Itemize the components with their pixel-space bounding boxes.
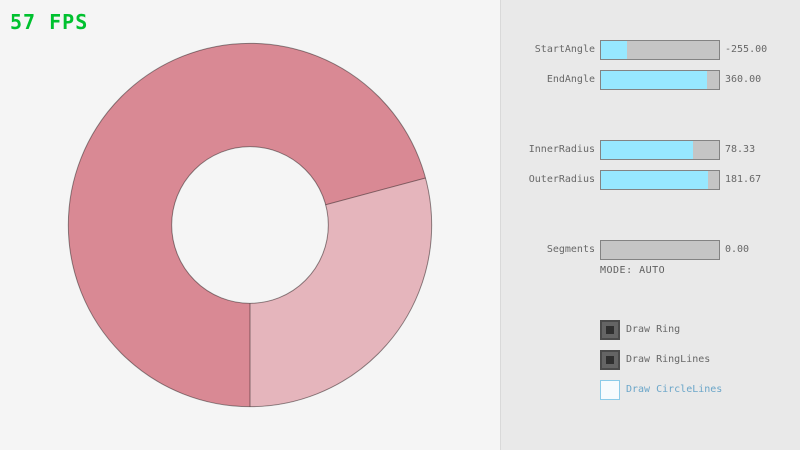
checkbox-label: Draw CircleLines (626, 384, 723, 395)
ring-canvas (67, 42, 433, 408)
slider-fill (601, 141, 694, 159)
slider-fill (601, 71, 708, 89)
slider-label-segments: Segments (546, 244, 595, 255)
ring-edge-line-start (325, 177, 426, 206)
slider-segments[interactable] (600, 240, 720, 260)
slider-label-startangle: StartAngle (534, 44, 595, 55)
slider-innerradius[interactable] (600, 140, 720, 160)
slider-value-innerradius: 78.33 (725, 144, 756, 155)
slider-fill (601, 171, 709, 189)
fps-counter: 57 FPS (10, 10, 89, 34)
checkbox-label: Draw Ring (626, 324, 681, 335)
slider-value-endangle: 360.00 (725, 74, 762, 85)
slider-label-outerradius: OuterRadius (528, 174, 595, 185)
slider-endangle[interactable] (600, 70, 720, 90)
ring-inner-line (171, 146, 329, 304)
slider-label-innerradius: InnerRadius (528, 144, 595, 155)
slider-fill (601, 41, 627, 59)
checkbox-box[interactable] (600, 380, 620, 400)
ring-outer-line (67, 42, 433, 408)
checkbox-box[interactable] (600, 350, 620, 370)
slider-value-outerradius: 181.67 (725, 174, 762, 185)
checkbox-label: Draw RingLines (626, 354, 711, 365)
slider-outerradius[interactable] (600, 170, 720, 190)
slider-value-segments: 0.00 (725, 244, 750, 255)
ring-sector-light (250, 177, 432, 407)
slider-startangle[interactable] (600, 40, 720, 60)
slider-value-startangle: -255.00 (725, 44, 768, 55)
controls-panel: StartAngle -255.00 EndAngle 360.00 Inner… (500, 0, 800, 450)
mode-label: MODE: AUTO (600, 265, 666, 276)
slider-label-endangle: EndAngle (546, 74, 595, 85)
checkbox-box[interactable] (600, 320, 620, 340)
